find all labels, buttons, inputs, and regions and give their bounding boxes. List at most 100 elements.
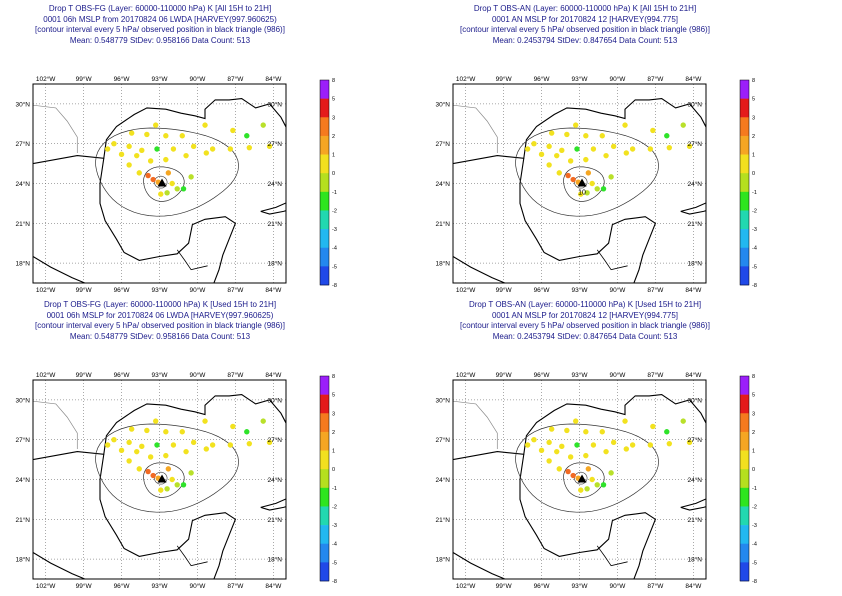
lon-tick-label-bottom: 96°W [534, 286, 551, 294]
coastline-mexico [99, 158, 237, 283]
lon-tick-label-bottom: 99°W [76, 582, 93, 590]
observation-point [104, 146, 111, 152]
lon-tick-label-top: 87°W [647, 75, 664, 83]
lat-tick-label-right: 18°N [687, 260, 702, 268]
observation-point [574, 146, 580, 152]
observation-point [594, 186, 600, 192]
map-content [453, 380, 706, 579]
colorbar-segment [740, 135, 749, 155]
observation-point [570, 176, 576, 183]
pressure-contour-inner [563, 462, 605, 498]
lon-tick-label-top: 96°W [114, 371, 131, 379]
coastline-mexico [99, 454, 237, 579]
observation-point [584, 486, 590, 492]
colorbar-tick-label: 8 [752, 374, 755, 380]
observation-point [158, 191, 164, 197]
observation-point [246, 440, 253, 447]
observation-point [104, 442, 111, 448]
colorbar-frame [319, 375, 330, 582]
observation-point [590, 146, 597, 152]
colorbar-segment [740, 394, 749, 414]
coastline-pacific [33, 256, 87, 283]
observation-point [180, 186, 187, 192]
colorbar-tick-label: -5 [752, 264, 757, 270]
lat-tick-label-right: 21°N [687, 516, 702, 524]
lat-tick-label-left: 24°N [15, 476, 30, 484]
lon-tick-label-bottom: 99°W [496, 582, 513, 590]
observation-point [590, 442, 597, 448]
observation-point [179, 133, 185, 139]
lat-tick-label-right: 24°N [267, 180, 282, 188]
observation-point [567, 454, 574, 460]
colorbar-frame [739, 375, 750, 582]
lon-tick-label-top: 99°W [496, 371, 513, 379]
lon-tick-label-top: 84°W [265, 371, 282, 379]
map-frame [452, 379, 707, 580]
colorbar-tick-label: 5 [332, 97, 335, 103]
observation-point [230, 423, 236, 430]
coastline-mexico [519, 158, 657, 283]
colorbar-segment [320, 80, 329, 99]
lon-tick-label-top: 87°W [227, 75, 244, 83]
observation-point [608, 470, 614, 476]
lon-tick-label-bottom: 93°W [152, 582, 169, 590]
lon-tick-label-top: 99°W [76, 75, 93, 83]
colorbar-segment [740, 229, 749, 249]
border-line [33, 104, 78, 153]
observation-point [209, 442, 216, 448]
pressure-contour-inner [563, 166, 605, 202]
lon-tick-label-bottom: 84°W [265, 286, 282, 294]
observation-point [144, 131, 150, 138]
observation-point [531, 141, 537, 147]
colorbar-segment [320, 229, 329, 249]
colorbar-segment [320, 394, 329, 414]
observation-point [680, 418, 686, 424]
title-line: Mean: 0.2453794 StDev: 0.847654 Data Cou… [492, 35, 678, 45]
lat-tick-label-right: 27°N [687, 436, 702, 444]
title-line: [contour interval every 5 hPa/ observed … [35, 321, 285, 330]
observation-point [174, 482, 180, 488]
colorbar-tick-label: -4 [752, 246, 757, 252]
observation-point [608, 174, 614, 180]
observation-point [188, 174, 194, 180]
observation-point [567, 158, 574, 164]
observation-point [136, 170, 142, 176]
observation-point [564, 131, 570, 138]
coastline-cuba [260, 202, 286, 215]
map-obs-an-all: 10102°W102°W99°W99°W96°W96°W93°W93°W90°W… [435, 75, 757, 294]
lat-tick-label-left: 21°N [15, 516, 30, 524]
lon-tick-label-bottom: 102°W [456, 286, 476, 294]
observation-point [170, 146, 177, 152]
title-line: Drop T OBS-FG (Layer: 60000-110000 hPa) … [48, 4, 272, 13]
colorbar-segment [740, 247, 749, 267]
observation-point [202, 418, 208, 424]
colorbar-tick-label: 0 [332, 467, 335, 473]
observation-point [583, 156, 589, 163]
colorbar-segment [320, 98, 329, 118]
observation-point [583, 452, 589, 459]
lon-tick-label-bottom: 90°W [609, 286, 626, 294]
observation-point [686, 143, 693, 150]
colorbar-tick-label: -3 [752, 227, 757, 233]
lon-tick-label-bottom: 87°W [227, 582, 244, 590]
colorbar-segment [740, 98, 749, 118]
observation-point [134, 448, 140, 455]
pressure-contour-inner [143, 166, 185, 202]
colorbar-segment [740, 191, 749, 211]
observation-point [230, 127, 236, 134]
lat-tick-label-right: 21°N [267, 220, 282, 228]
observation-point [128, 426, 135, 432]
lat-tick-label-left: 30°N [15, 100, 30, 108]
observation-point [145, 172, 151, 179]
observation-point [153, 122, 159, 128]
observation-point [260, 418, 266, 424]
colorbar-tick-label: -4 [332, 246, 337, 252]
colorbar-frame [739, 79, 750, 286]
colorbar-segment [740, 506, 749, 526]
observation-point [600, 482, 607, 488]
observation-point [622, 418, 628, 424]
observation-point [180, 482, 187, 488]
observation-point [202, 122, 208, 128]
colorbar-segment [740, 266, 749, 286]
